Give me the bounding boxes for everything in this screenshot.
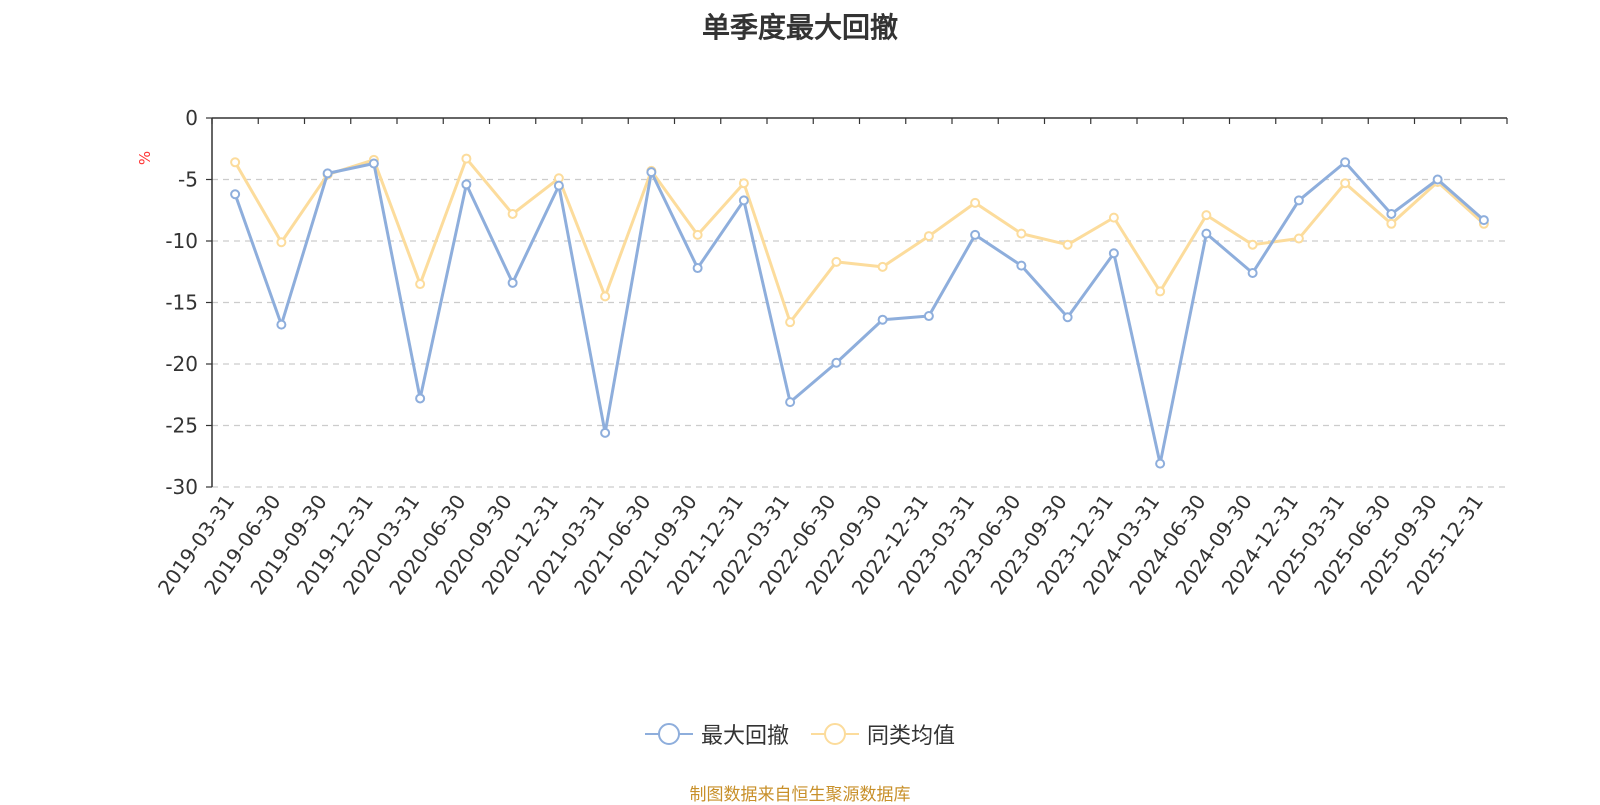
data-point-series-1[interactable]	[738, 178, 749, 189]
data-point-series-1[interactable]	[1201, 210, 1212, 221]
series-line-1	[233, 157, 1485, 324]
y-tick-label: -25	[165, 414, 198, 438]
data-point-series-0[interactable]	[1062, 312, 1073, 323]
data-point-series-0[interactable]	[1247, 267, 1258, 278]
data-point-series-0[interactable]	[1386, 208, 1397, 219]
legend: 最大回撤 同类均值	[0, 718, 1600, 750]
data-point-series-0[interactable]	[368, 158, 379, 169]
data-point-series-1[interactable]	[1386, 218, 1397, 229]
data-point-series-0[interactable]	[1201, 228, 1212, 239]
y-tick-label: -20	[165, 352, 198, 376]
data-point-series-1[interactable]	[415, 279, 426, 290]
data-point-series-0[interactable]	[415, 393, 426, 404]
data-point-series-1[interactable]	[1247, 239, 1258, 250]
data-point-series-0[interactable]	[1016, 260, 1027, 271]
data-point-series-1[interactable]	[785, 317, 796, 328]
data-point-series-0[interactable]	[877, 314, 888, 325]
data-point-series-1[interactable]	[1155, 286, 1166, 297]
legend-marker-series-1	[811, 723, 859, 745]
y-tick-label: 0	[185, 106, 198, 130]
data-point-series-0[interactable]	[646, 167, 657, 178]
data-point-series-1[interactable]	[600, 291, 611, 302]
data-point-series-1[interactable]	[276, 237, 287, 248]
data-point-series-1[interactable]	[461, 153, 472, 164]
data-point-series-0[interactable]	[738, 195, 749, 206]
legend-label-series-0: 最大回撤	[700, 724, 789, 749]
legend-item-series-1[interactable]: 同类均值	[811, 718, 955, 750]
y-tick-label: -5	[178, 168, 198, 192]
data-point-series-1[interactable]	[831, 256, 842, 267]
data-point-series-0[interactable]	[831, 357, 842, 368]
data-point-series-0[interactable]	[276, 319, 287, 330]
data-point-series-0[interactable]	[230, 189, 241, 200]
data-point-series-1[interactable]	[507, 208, 518, 219]
data-point-series-0[interactable]	[507, 277, 518, 288]
data-point-series-0[interactable]	[970, 229, 981, 240]
data-point-series-0[interactable]	[1108, 248, 1119, 259]
data-point-series-1[interactable]	[1016, 228, 1027, 239]
data-point-series-0[interactable]	[1293, 195, 1304, 206]
data-point-series-0[interactable]	[785, 397, 796, 408]
y-axis-label: %	[136, 151, 154, 165]
data-point-series-0[interactable]	[1478, 215, 1489, 226]
series-line-0	[233, 160, 1485, 466]
data-point-series-0[interactable]	[553, 180, 564, 191]
data-point-series-1[interactable]	[1108, 212, 1119, 223]
y-tick-label: -10	[165, 229, 198, 253]
data-point-series-1[interactable]	[1293, 233, 1304, 244]
y-tick-label: -15	[165, 291, 198, 315]
data-point-series-0[interactable]	[461, 179, 472, 190]
data-point-series-1[interactable]	[877, 261, 888, 272]
chart-title: 单季度最大回撤	[701, 11, 898, 44]
data-point-series-1[interactable]	[692, 229, 703, 240]
data-point-series-0[interactable]	[1340, 157, 1351, 168]
data-point-series-1[interactable]	[1062, 239, 1073, 250]
data-point-series-1[interactable]	[230, 157, 241, 168]
legend-item-series-0[interactable]: 最大回撤	[644, 718, 789, 750]
data-point-series-0[interactable]	[1432, 174, 1443, 185]
data-point-series-1[interactable]	[923, 231, 934, 242]
data-point-series-0[interactable]	[1155, 458, 1166, 469]
data-point-series-0[interactable]	[600, 427, 611, 438]
data-point-series-1[interactable]	[1340, 178, 1351, 189]
data-point-series-1[interactable]	[970, 197, 981, 208]
data-point-series-0[interactable]	[322, 168, 333, 179]
data-point-series-0[interactable]	[923, 311, 934, 322]
source-note: 制图数据来自恒生聚源数据库	[689, 785, 911, 805]
data-point-series-0[interactable]	[692, 263, 703, 274]
legend-label-series-1: 同类均值	[867, 724, 956, 749]
y-tick-label: -30	[165, 475, 198, 499]
legend-marker-series-0	[644, 723, 693, 745]
line-chart: 0-5-10-15-20-25-30%2019-03-312019-06-302…	[136, 106, 1508, 599]
